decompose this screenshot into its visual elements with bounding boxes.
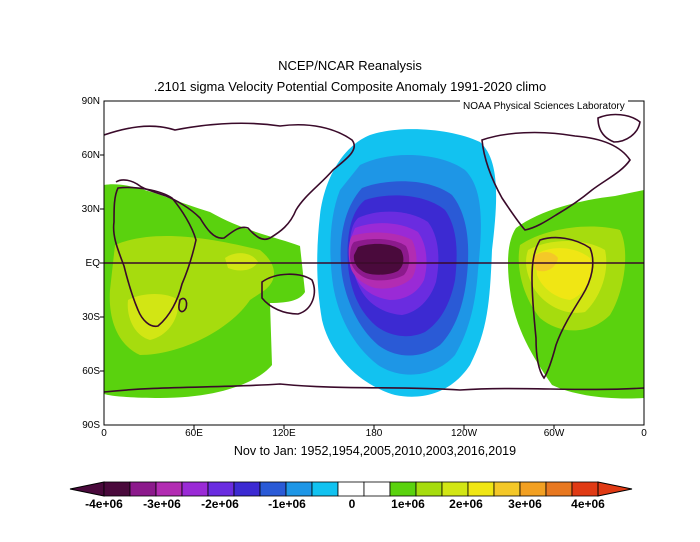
colorbar-label: -4e+06 — [85, 497, 123, 511]
coast-greenland — [597, 113, 641, 143]
colorbar-cell — [389, 481, 417, 497]
axis-ticks — [100, 154, 555, 429]
colorbar-cell — [493, 481, 521, 497]
colorbar-cell — [519, 481, 547, 497]
title-line2: .2101 sigma Velocity Potential Composite… — [153, 79, 547, 94]
lon-label-120e: 120E — [272, 428, 296, 439]
coast-europe-asia — [104, 122, 355, 241]
map-field — [104, 101, 644, 425]
credit-label: NOAA Physical Sciences Laboratory — [460, 100, 628, 113]
colorbar-cell — [441, 481, 469, 497]
colorbar-cell — [415, 481, 443, 497]
colorbar-label: -3e+06 — [143, 497, 181, 511]
coast-australia — [261, 273, 316, 315]
lon-label-60w: 60W — [543, 428, 565, 439]
colorbar-high-triangle — [597, 481, 633, 497]
colorbar-label: 3e+06 — [508, 497, 542, 511]
colorbar-label: 0 — [348, 497, 356, 511]
colorbar-cell — [259, 481, 287, 497]
colorbar-label: 1e+06 — [391, 497, 425, 511]
lon-label-120w: 120W — [450, 428, 478, 439]
colorbar-label: -1e+06 — [268, 497, 306, 511]
lon-label-0-end: 0 — [641, 428, 647, 439]
positive-region-samerica-5 — [532, 252, 558, 272]
lat-label-90s: 90S — [82, 420, 100, 431]
coast-north-america — [481, 131, 631, 231]
lat-label-90n: 90N — [81, 96, 100, 107]
colorbar-cell — [363, 481, 391, 497]
colorbar — [69, 481, 633, 497]
colorbar-cell — [545, 481, 573, 497]
positive-region-africa-3 — [127, 294, 179, 340]
negative-region-core — [353, 243, 404, 275]
colorbar-cell — [103, 481, 131, 497]
colorbar-label: 2e+06 — [449, 497, 483, 511]
continent-outlines — [104, 113, 644, 393]
colorbar-label: 4e+06 — [571, 497, 605, 511]
coast-south-america — [531, 236, 594, 380]
lon-label-0: 0 — [101, 428, 107, 439]
composite-years-subtitle: Nov to Jan: 1952,1954,2005,2010,2003,201… — [233, 444, 517, 458]
colorbar-cell — [155, 481, 183, 497]
coast-antarctica — [104, 383, 644, 393]
title-line1: NCEP/NCAR Reanalysis — [278, 58, 422, 73]
coast-madagascar — [178, 297, 188, 313]
colorbar-cell — [233, 481, 261, 497]
colorbar-low-triangle — [69, 481, 105, 497]
colorbar-cell — [207, 481, 235, 497]
lat-label-60n: 60N — [81, 150, 100, 161]
lat-label-30s: 30S — [82, 312, 100, 323]
colorbar-cell — [129, 481, 157, 497]
lat-label-60s: 60S — [82, 366, 100, 377]
lat-label-eq: EQ — [85, 258, 100, 269]
colorbar-cell — [311, 481, 339, 497]
colorbar-cell — [571, 481, 599, 497]
colorbar-cell — [467, 481, 495, 497]
coast-africa — [112, 186, 197, 328]
lon-label-180: 180 — [365, 428, 383, 439]
lon-label-60e: 60E — [185, 428, 203, 439]
lat-label-30n: 30N — [81, 204, 100, 215]
colorbar-cell — [337, 481, 365, 497]
colorbar-label: -2e+06 — [201, 497, 239, 511]
colorbar-cell — [181, 481, 209, 497]
positive-region-indian — [225, 253, 258, 271]
colorbar-cell — [285, 481, 313, 497]
colorbar-cells — [103, 481, 599, 497]
